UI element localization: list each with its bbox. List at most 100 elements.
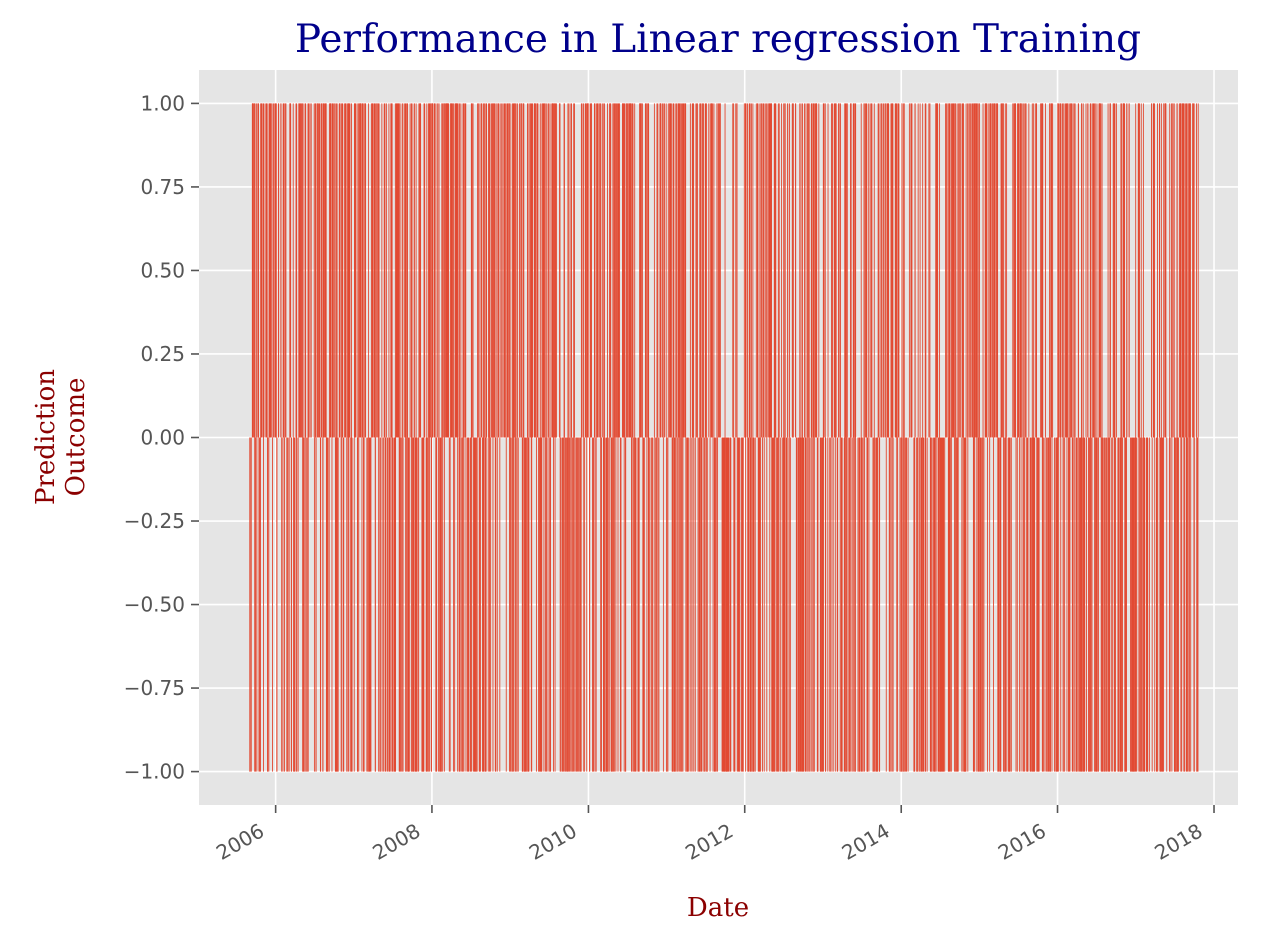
bar — [933, 437, 935, 772]
bar — [462, 103, 464, 438]
bar — [665, 103, 667, 438]
bar — [447, 103, 449, 438]
bar — [924, 103, 926, 438]
bar — [749, 103, 751, 438]
bar — [964, 437, 966, 772]
bar — [648, 103, 650, 438]
bar — [389, 437, 391, 772]
y-tick-label: −0.25 — [124, 509, 185, 533]
bar — [997, 103, 999, 438]
bar — [672, 437, 674, 772]
bar — [1114, 437, 1116, 772]
bar — [910, 103, 912, 438]
bar — [1107, 103, 1109, 438]
bar — [822, 437, 824, 772]
bar — [745, 437, 747, 772]
bar — [474, 437, 476, 772]
bar — [881, 103, 883, 438]
bar — [810, 103, 812, 438]
bar — [931, 437, 933, 772]
bar — [743, 103, 745, 438]
bar — [418, 103, 420, 438]
bar — [610, 103, 612, 438]
bar — [1002, 103, 1004, 438]
bar — [678, 103, 680, 438]
bar — [266, 103, 268, 438]
bar — [565, 437, 567, 772]
bar — [1162, 437, 1164, 772]
bar — [696, 103, 698, 438]
bar — [712, 103, 714, 438]
bar — [1132, 437, 1134, 772]
bar — [610, 437, 612, 772]
bar — [1073, 103, 1075, 438]
bar — [409, 437, 411, 772]
bar — [357, 437, 359, 772]
bar — [442, 437, 444, 772]
bar — [1000, 437, 1002, 772]
bar — [1015, 103, 1017, 438]
bar — [583, 103, 584, 438]
bar — [1076, 437, 1078, 772]
bar — [681, 103, 683, 438]
bar — [272, 437, 273, 772]
bar — [554, 437, 556, 772]
bar — [901, 103, 903, 438]
bar — [618, 103, 620, 438]
bar — [1135, 437, 1137, 772]
bar — [571, 103, 572, 438]
bar — [839, 437, 841, 772]
bar — [346, 437, 348, 772]
bar — [930, 437, 932, 772]
bar — [1069, 103, 1071, 438]
bar — [992, 103, 994, 438]
bar — [1019, 437, 1021, 772]
bar — [762, 103, 764, 438]
bar — [410, 103, 412, 438]
bar — [1081, 437, 1083, 772]
bar — [972, 103, 973, 438]
bar — [517, 103, 519, 438]
bar — [1178, 103, 1180, 438]
bar — [857, 437, 859, 772]
bar — [847, 437, 849, 772]
bar — [568, 437, 570, 772]
bar — [1085, 103, 1087, 438]
bar — [864, 103, 866, 438]
y-tick-label: 0.75 — [140, 175, 185, 199]
bar — [259, 437, 261, 772]
bar — [275, 103, 277, 438]
bar — [691, 437, 693, 772]
bar — [448, 103, 450, 438]
bar — [427, 437, 429, 772]
bar — [942, 437, 944, 772]
bar — [845, 103, 847, 438]
bar — [546, 437, 547, 772]
bar — [1067, 103, 1069, 438]
bar — [297, 437, 299, 772]
bar — [332, 103, 334, 438]
bar — [767, 103, 769, 438]
bar — [250, 437, 252, 772]
bar — [378, 103, 380, 438]
bar — [1121, 103, 1123, 438]
bar — [948, 437, 950, 772]
bar — [526, 103, 528, 438]
bar — [1015, 437, 1017, 772]
bar — [954, 437, 956, 772]
bar — [1157, 103, 1158, 438]
bar — [846, 103, 848, 438]
bar — [648, 437, 650, 772]
bar — [735, 103, 737, 438]
bar — [532, 103, 534, 438]
bar — [716, 103, 718, 438]
bar — [653, 103, 655, 438]
bar — [799, 437, 801, 772]
bar — [1109, 437, 1111, 772]
bar — [480, 437, 482, 772]
bar — [919, 103, 921, 438]
bar — [1054, 437, 1055, 772]
bar — [630, 103, 632, 438]
bar — [411, 103, 413, 438]
bar — [481, 103, 483, 438]
